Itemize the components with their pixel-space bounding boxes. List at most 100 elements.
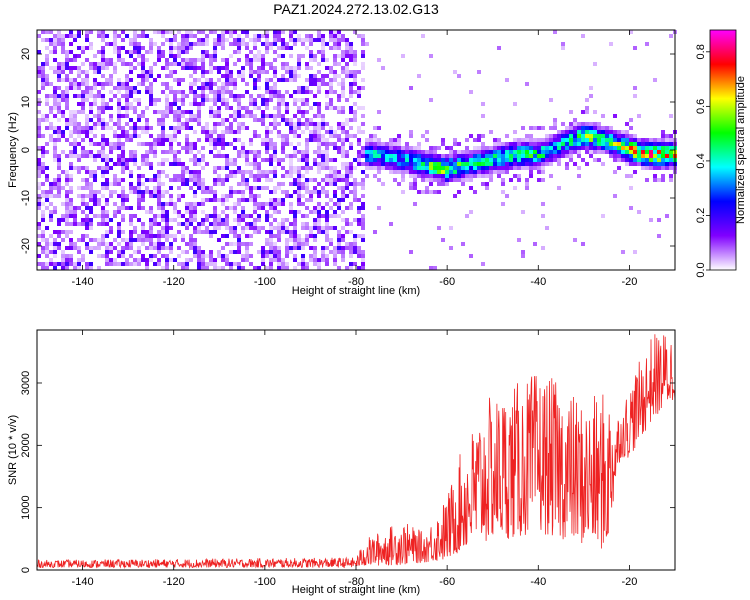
heatmap-cell <box>101 138 105 142</box>
heatmap-cell <box>641 150 645 154</box>
heatmap-cell <box>101 58 105 62</box>
heatmap-cell <box>73 38 77 42</box>
heatmap-cell <box>349 206 353 210</box>
heatmap-cell <box>117 46 121 50</box>
heatmap-cell <box>449 174 453 178</box>
heatmap-cell <box>353 218 357 222</box>
heatmap-cell <box>77 250 81 254</box>
heatmap-cell <box>177 62 181 66</box>
heatmap-cell <box>157 118 161 122</box>
colorbar-label: Normalized spectral amplitude <box>735 76 747 224</box>
heatmap-cell <box>329 82 333 86</box>
heatmap-cell <box>589 138 593 142</box>
heatmap-cell <box>169 126 173 130</box>
heatmap-cell <box>93 86 97 90</box>
heatmap-cell <box>485 186 489 190</box>
heatmap-cell <box>93 78 97 82</box>
heatmap-cell <box>101 46 105 50</box>
heatmap-cell <box>217 226 221 230</box>
heatmap-cell <box>409 150 413 154</box>
heatmap-cell <box>113 174 117 178</box>
heatmap-cell <box>193 66 197 70</box>
heatmap-cell <box>149 86 153 90</box>
heatmap-cell <box>441 158 445 162</box>
heatmap-cell <box>469 134 473 138</box>
heatmap-cell <box>225 70 229 74</box>
heatmap-cell <box>345 154 349 158</box>
heatmap-cell <box>85 82 89 86</box>
heatmap-cell <box>177 142 181 146</box>
heatmap-cell <box>85 58 89 62</box>
heatmap-cell <box>361 222 365 226</box>
heatmap-cell <box>173 114 177 118</box>
heatmap-cell <box>189 170 193 174</box>
heatmap-cell <box>349 262 353 266</box>
heatmap-cell <box>289 234 293 238</box>
heatmap-cell <box>213 102 217 106</box>
heatmap-cell <box>405 146 409 150</box>
heatmap-cell <box>65 138 69 142</box>
heatmap-cell <box>241 230 245 234</box>
heatmap-cell <box>329 226 333 230</box>
heatmap-cell <box>369 146 373 150</box>
heatmap-cell <box>201 38 205 42</box>
heatmap-cell <box>145 70 149 74</box>
heatmap-cell <box>341 238 345 242</box>
heatmap-cell <box>345 246 349 250</box>
heatmap-cell <box>117 110 121 114</box>
heatmap-cell <box>389 142 393 146</box>
heatmap-cell <box>261 206 265 210</box>
heatmap-cell <box>309 42 313 46</box>
heatmap-cell <box>325 230 329 234</box>
heatmap-cell <box>105 138 109 142</box>
heatmap-cell <box>45 262 49 266</box>
heatmap-cell <box>273 158 277 162</box>
heatmap-cell <box>209 214 213 218</box>
heatmap-cell <box>189 210 193 214</box>
heatmap-cell <box>317 86 321 90</box>
heatmap-cell <box>217 214 221 218</box>
heatmap-cell <box>377 162 381 166</box>
heatmap-cell <box>565 150 569 154</box>
heatmap-cell <box>413 162 417 166</box>
heatmap-cell <box>105 178 109 182</box>
heatmap-cell <box>261 102 265 106</box>
heatmap-cell <box>193 146 197 150</box>
heatmap-cell <box>161 158 165 162</box>
heatmap-cell <box>177 246 181 250</box>
heatmap-cell <box>333 130 337 134</box>
heatmap-cell <box>541 154 545 158</box>
heatmap-cell <box>669 178 673 182</box>
heatmap-cell <box>337 54 341 58</box>
heatmap-cell <box>409 158 413 162</box>
heatmap-cell <box>121 106 125 110</box>
heatmap-cell <box>325 178 329 182</box>
heatmap-cell <box>593 134 597 138</box>
heatmap-cell <box>61 34 65 38</box>
heatmap-cell <box>569 110 573 114</box>
heatmap-cell <box>181 222 185 226</box>
heatmap-cell <box>97 50 101 54</box>
heatmap-cell <box>193 182 197 186</box>
heatmap-cell <box>177 42 181 46</box>
heatmap-cell <box>145 158 149 162</box>
heatmap-cell <box>137 74 141 78</box>
heatmap-cell <box>105 154 109 158</box>
heatmap-cell <box>197 262 201 266</box>
heatmap-cell <box>305 162 309 166</box>
heatmap-cell <box>329 126 333 130</box>
heatmap-cell <box>173 210 177 214</box>
heatmap-cell <box>113 262 117 266</box>
heatmap-cell <box>305 206 309 210</box>
heatmap-cell <box>225 234 229 238</box>
heatmap-cell <box>637 146 641 150</box>
heatmap-cell <box>101 62 105 66</box>
heatmap-cell <box>457 142 461 146</box>
heatmap-cell <box>81 70 85 74</box>
heatmap-cell <box>269 46 273 50</box>
heatmap-cell <box>65 206 69 210</box>
heatmap-cell <box>109 258 113 262</box>
heatmap-cell <box>53 50 57 54</box>
heatmap-cell <box>77 142 81 146</box>
heatmap-cell <box>505 146 509 150</box>
